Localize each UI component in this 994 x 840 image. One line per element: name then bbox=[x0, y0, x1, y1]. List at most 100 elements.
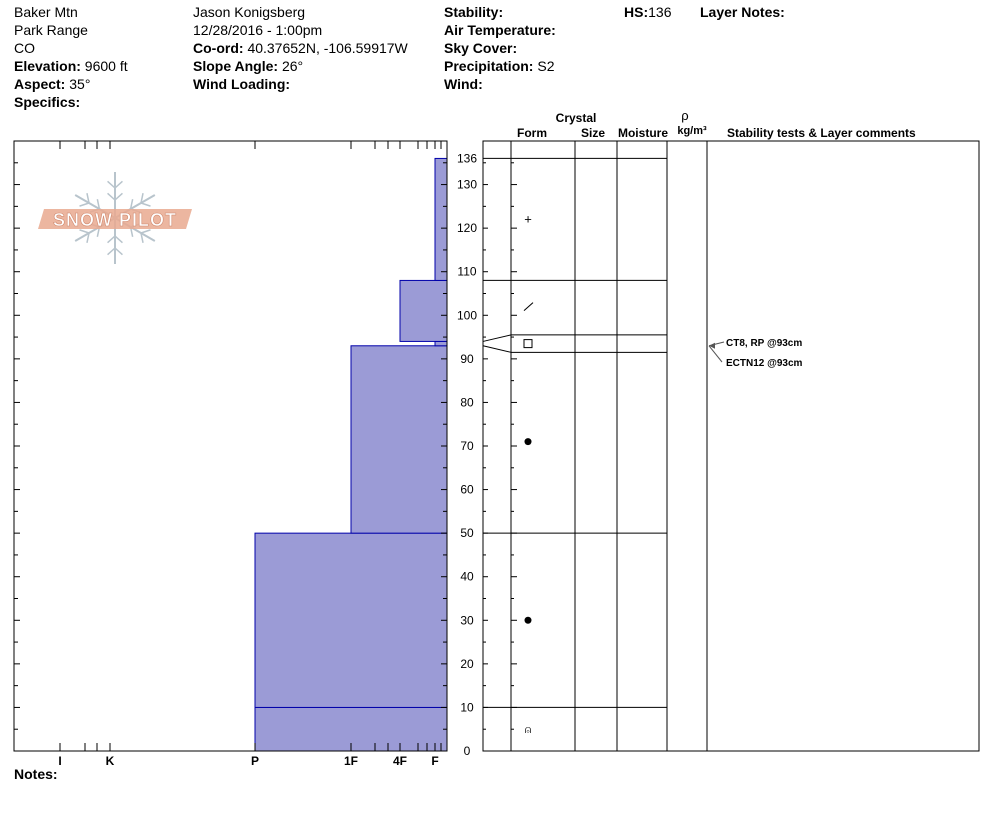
stability-label: Stability: bbox=[444, 4, 504, 20]
column-header-size: Size bbox=[581, 126, 605, 140]
snowflake-branch bbox=[114, 180, 123, 189]
slope-value: 26° bbox=[281, 58, 304, 74]
height-tick-label: 100 bbox=[457, 308, 477, 322]
stability-test-arrow bbox=[708, 345, 723, 363]
snowflake-branch bbox=[107, 180, 116, 189]
wind-loading: Wind Loading: bbox=[193, 75, 290, 93]
hardness-bar bbox=[254, 532, 448, 708]
height-tick-label: 0 bbox=[464, 744, 471, 758]
air-temperature: Air Temperature: bbox=[444, 21, 556, 39]
height-tick-label: 70 bbox=[460, 439, 474, 453]
sky-cover-label: Sky Cover: bbox=[444, 40, 518, 56]
crystal-form-melt-freeze: ⍝ bbox=[525, 724, 532, 736]
layer-connector bbox=[482, 334, 512, 342]
elevation: Elevation: 9600 ft bbox=[14, 57, 128, 75]
snowflake-branch bbox=[107, 247, 116, 256]
height-tick-label: 130 bbox=[457, 178, 477, 192]
snowflake-branch bbox=[107, 192, 116, 201]
hardness-bar bbox=[434, 157, 448, 281]
height-tick-label: 110 bbox=[457, 265, 476, 279]
snowflake-branch bbox=[129, 199, 134, 210]
specifics-label: Specifics: bbox=[14, 94, 81, 110]
hardness-tick-label: P bbox=[251, 754, 259, 768]
slope-angle: Slope Angle: 26° bbox=[193, 57, 303, 75]
observation-datetime: 12/28/2016 - 1:00pm bbox=[193, 22, 323, 38]
height-tick-label: 80 bbox=[460, 395, 474, 409]
stability-arrowhead bbox=[709, 342, 715, 349]
precipitation: Precipitation: S2 bbox=[444, 57, 554, 75]
column-header-rho: ρ bbox=[681, 108, 688, 123]
column-header-density: kg/m³ bbox=[677, 125, 707, 137]
wind-loading-label: Wind Loading: bbox=[193, 76, 291, 92]
height-tick-label: 20 bbox=[460, 657, 474, 671]
hardness-bar bbox=[350, 345, 448, 534]
snowflake-branch bbox=[79, 229, 90, 234]
hardness-tick-label: F bbox=[431, 754, 438, 768]
air-temp-label: Air Temperature: bbox=[444, 22, 556, 38]
sky-cover: Sky Cover: bbox=[444, 39, 517, 57]
wind: Wind: bbox=[444, 75, 483, 93]
stability-test-label: ECTN12 @93cm bbox=[726, 358, 803, 369]
stability-test-label: CT8, RP @93cm bbox=[726, 338, 802, 349]
snowflake-branch bbox=[140, 229, 151, 234]
aspect-value: 35° bbox=[69, 76, 91, 92]
slope-label: Slope Angle: bbox=[193, 58, 279, 74]
location-name: Baker Mtn bbox=[14, 4, 78, 20]
hardness-tick-label: K bbox=[106, 754, 115, 768]
precip-value: S2 bbox=[537, 58, 555, 74]
snowflake-branch bbox=[107, 235, 116, 244]
coord-label: Co-ord: bbox=[193, 40, 244, 56]
column-header-moisture: Moisture bbox=[618, 126, 668, 140]
range-name: Park Range bbox=[14, 22, 88, 38]
layer-notes: Layer Notes: bbox=[700, 3, 785, 21]
crystal-form-new-snow: + bbox=[524, 211, 532, 226]
height-tick-label: 120 bbox=[457, 221, 477, 235]
chart-labels: I K P 1F 4F F 0 10 20 30 40 50 60 70 80 90 100 110 120 130 1… bbox=[58, 108, 916, 768]
snowflake-branch bbox=[79, 202, 90, 207]
snowflake-branch bbox=[140, 232, 144, 243]
elevation-label: Elevation: bbox=[14, 58, 81, 74]
snow-height: HS:136 bbox=[624, 3, 671, 21]
notes-label: Notes: bbox=[14, 766, 58, 782]
logo-text: SNOW PILOT bbox=[53, 210, 177, 230]
state-name: CO bbox=[14, 40, 35, 56]
hs-label: HS: bbox=[624, 4, 649, 20]
coordinates: Co-ord: 40.37652N, -106.59917W bbox=[193, 39, 408, 57]
column-header-crystal: Crystal bbox=[556, 111, 597, 125]
height-tick-label: 40 bbox=[460, 570, 474, 584]
specifics: Specifics: bbox=[14, 93, 80, 111]
aspect-label: Aspect: bbox=[14, 76, 66, 92]
hardness-tick-label: 4F bbox=[393, 754, 407, 768]
snowflake-branch bbox=[114, 247, 123, 256]
crystal-form-decomposing bbox=[523, 302, 534, 311]
height-tick-label: 30 bbox=[460, 613, 474, 627]
snowflake-branch bbox=[96, 199, 101, 210]
snowflake-branch bbox=[114, 235, 123, 244]
hardness-bars bbox=[254, 157, 448, 752]
snowpilot-logo: SNOW PILOT bbox=[38, 172, 192, 264]
snowflake-branch bbox=[140, 202, 151, 207]
profile-frame bbox=[482, 140, 980, 752]
stability: Stability: bbox=[444, 3, 503, 21]
aspect: Aspect: 35° bbox=[14, 75, 90, 93]
hardness-bar bbox=[434, 340, 448, 347]
snowflake-branch bbox=[114, 192, 123, 201]
height-tick-label: 90 bbox=[460, 352, 474, 366]
height-tick-label: 60 bbox=[460, 483, 474, 497]
snowflake-branch bbox=[86, 193, 90, 204]
crystal-form-rounds bbox=[524, 438, 532, 446]
hardness-tick-label: 1F bbox=[344, 754, 358, 768]
column-header-form: Form bbox=[517, 126, 547, 140]
layer-notes-label: Layer Notes: bbox=[700, 4, 785, 20]
precip-label: Precipitation: bbox=[444, 58, 534, 74]
crystal-form-facets bbox=[523, 339, 533, 349]
snowflake-branch bbox=[86, 232, 90, 243]
snowflake-branch bbox=[140, 193, 144, 204]
crystal-form-rounds bbox=[524, 616, 532, 624]
hardness-tick-label: I bbox=[58, 754, 61, 768]
hardness-bar bbox=[399, 279, 448, 342]
column-header-stability: Stability tests & Layer comments bbox=[727, 126, 916, 140]
hs-value: 136 bbox=[648, 4, 672, 20]
elevation-value: 9600 ft bbox=[84, 58, 128, 74]
